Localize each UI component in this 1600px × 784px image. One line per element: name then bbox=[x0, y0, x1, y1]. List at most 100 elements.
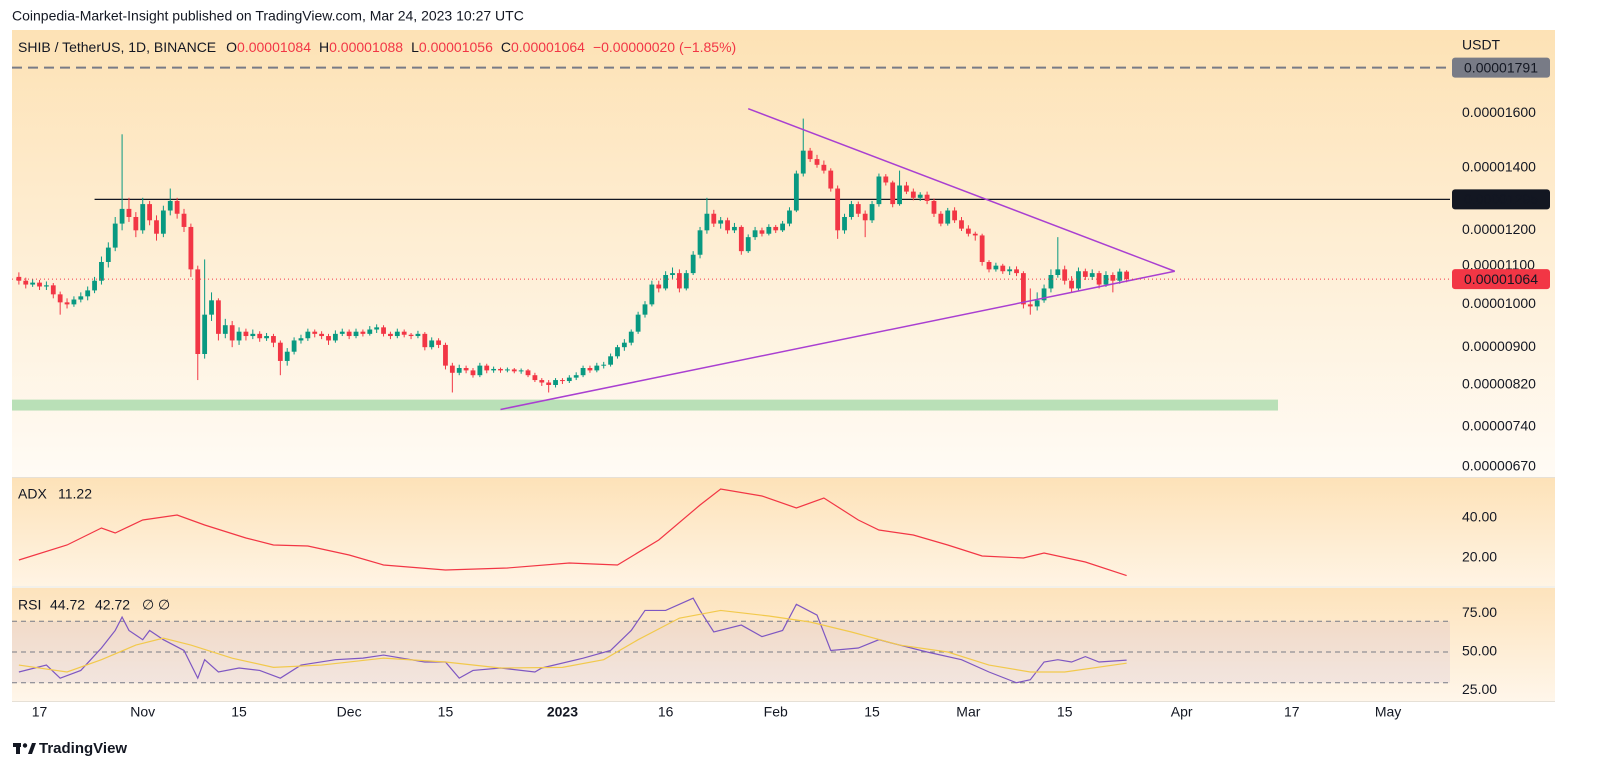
candle-body bbox=[388, 333, 393, 337]
logo-part bbox=[22, 743, 28, 748]
candle-body bbox=[394, 331, 400, 337]
candle-body bbox=[64, 302, 70, 305]
ohlc-label: C bbox=[501, 39, 511, 55]
candle-body bbox=[931, 200, 937, 214]
candle-body bbox=[890, 182, 896, 205]
x-tick-label: Apr bbox=[1171, 704, 1193, 720]
candle-body bbox=[250, 333, 256, 337]
candle-body bbox=[862, 213, 868, 221]
published-line: Coinpedia-Market-Insight published on Tr… bbox=[12, 8, 524, 24]
candle-body bbox=[326, 336, 331, 341]
candle-body bbox=[979, 235, 985, 262]
candle-body bbox=[656, 284, 662, 289]
candle-body bbox=[277, 342, 283, 361]
candle-body bbox=[37, 282, 42, 287]
candle-body bbox=[339, 331, 345, 334]
candle-body bbox=[766, 226, 772, 234]
candle-body bbox=[539, 380, 545, 383]
y-tick-label: 25.00 bbox=[1462, 681, 1497, 697]
indicator-line bbox=[18, 609, 1127, 673]
candle-body bbox=[807, 150, 813, 160]
candle-body bbox=[257, 333, 263, 339]
x-tick-label: Mar bbox=[956, 704, 980, 720]
y-tick-label: 50.00 bbox=[1462, 643, 1497, 659]
indicator-line bbox=[18, 488, 1127, 577]
candle-body bbox=[1103, 274, 1109, 285]
candle-body bbox=[869, 204, 875, 221]
candle-body bbox=[1034, 300, 1040, 307]
candle-body bbox=[553, 380, 558, 385]
last-price-label: 0.00001064 bbox=[1464, 271, 1538, 287]
y-tick-label: 0.00000670 bbox=[1462, 458, 1536, 474]
candle-body bbox=[904, 185, 909, 192]
candle-body bbox=[312, 331, 318, 334]
candle-body bbox=[133, 216, 139, 231]
candle-body bbox=[924, 194, 930, 201]
candle-body bbox=[821, 164, 827, 171]
candle-body bbox=[787, 210, 792, 224]
candle-body bbox=[92, 280, 97, 291]
candle-body bbox=[587, 368, 593, 371]
candle-body bbox=[470, 370, 476, 376]
candle-body bbox=[401, 331, 407, 335]
candle-body bbox=[271, 336, 276, 343]
close-value: 0.00001064 bbox=[511, 39, 585, 55]
candle-body bbox=[415, 333, 421, 337]
candle-body bbox=[456, 368, 462, 373]
candle-body bbox=[477, 365, 483, 376]
candle-body bbox=[628, 331, 634, 343]
candle-body bbox=[504, 369, 510, 371]
candle-body bbox=[57, 294, 63, 303]
x-tick-label: 15 bbox=[1057, 704, 1073, 720]
x-tick-label: 15 bbox=[231, 704, 247, 720]
brand-logo bbox=[13, 743, 36, 754]
y-tick-label: 0.00001400 bbox=[1462, 158, 1536, 174]
candle-body bbox=[174, 200, 180, 214]
candle-body bbox=[305, 331, 311, 339]
candle-body bbox=[910, 191, 916, 198]
candle-body bbox=[972, 233, 978, 236]
candle-body bbox=[1069, 280, 1074, 289]
candle-body bbox=[44, 285, 49, 287]
candle-body bbox=[105, 247, 111, 262]
candle-body bbox=[752, 230, 758, 238]
x-tick-label: Nov bbox=[130, 704, 155, 720]
x-tick-label: May bbox=[1375, 704, 1401, 720]
y-tick-label: 0.00001200 bbox=[1462, 221, 1536, 237]
candle-body bbox=[332, 333, 338, 341]
candle-body bbox=[16, 276, 22, 281]
candle-body bbox=[1096, 273, 1102, 285]
price-level-label: 0.00001791 bbox=[1464, 59, 1538, 75]
candle-body bbox=[1082, 271, 1088, 277]
candle-body bbox=[573, 375, 579, 378]
candle-body bbox=[140, 204, 146, 231]
unit-label: USDT bbox=[1462, 37, 1501, 53]
candle-body bbox=[298, 338, 304, 341]
candle-body bbox=[718, 220, 724, 224]
x-tick-label: 15 bbox=[438, 704, 454, 720]
candle-body bbox=[181, 213, 187, 227]
y-tick-label: 40.00 bbox=[1462, 509, 1497, 525]
candle-body bbox=[381, 327, 386, 334]
candle-body bbox=[690, 254, 696, 274]
y-tick-label: 0.00000740 bbox=[1462, 417, 1536, 433]
candle-body bbox=[993, 265, 999, 270]
candle-body bbox=[676, 273, 682, 289]
candle-body bbox=[697, 230, 703, 255]
candle-body bbox=[1117, 271, 1123, 281]
candle-body bbox=[284, 351, 290, 361]
ohlc-label: L bbox=[411, 39, 419, 55]
candle-body bbox=[422, 333, 428, 348]
candle-body bbox=[119, 208, 125, 224]
x-tick-label: Feb bbox=[764, 704, 788, 720]
open-value: 0.00001084 bbox=[237, 39, 311, 55]
candle-body bbox=[360, 331, 366, 334]
y-tick-label: 0.00001600 bbox=[1462, 104, 1536, 120]
candle-body bbox=[965, 228, 971, 234]
candle-body bbox=[608, 356, 613, 365]
candle-body bbox=[725, 220, 730, 231]
candle-body bbox=[793, 173, 799, 211]
candle-body bbox=[615, 347, 620, 357]
candle-body bbox=[1124, 271, 1130, 280]
candle-body bbox=[621, 342, 627, 348]
